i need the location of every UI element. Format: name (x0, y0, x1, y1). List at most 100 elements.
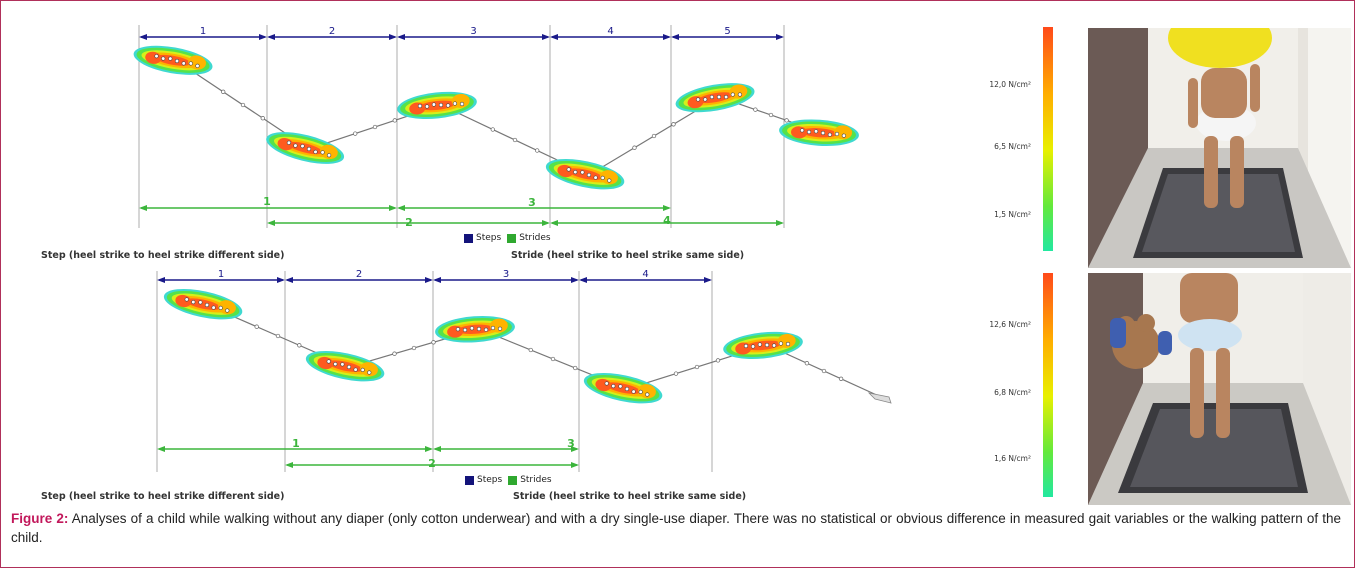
cop-point (333, 361, 338, 367)
strides-swatch (507, 233, 517, 243)
cop-point (459, 101, 465, 107)
stride-arrowhead (550, 220, 558, 226)
footprint-5 (675, 83, 755, 113)
step-label-2: 2 (329, 26, 335, 37)
cop-point (154, 54, 159, 59)
footprint-4 (583, 372, 663, 404)
cop-point (593, 175, 598, 180)
cop-point (198, 300, 203, 305)
step-arrowhead (389, 34, 397, 40)
path-marker (260, 116, 265, 121)
cop-point (438, 102, 444, 108)
step-arrowhead (776, 34, 784, 40)
cop-point (737, 92, 742, 97)
step-label-4: 4 (607, 26, 613, 37)
cop-point (696, 97, 701, 102)
cop-point (604, 381, 609, 386)
gait-panel-bottom: 1 2 3 4 1 2 3 12,6 N/cm² 6,8 N/cm² 1,6 N/cm² S… (19, 269, 1065, 512)
step-arrowhead (139, 34, 147, 40)
cop-point (834, 131, 840, 137)
path-marker (221, 89, 226, 94)
stride-arrowhead (285, 462, 293, 468)
cop-point (586, 172, 592, 178)
footprint-2 (305, 350, 385, 382)
cop-point (645, 392, 650, 397)
stride-label-3: 3 (528, 196, 536, 209)
child-photo-diaper (1088, 273, 1351, 505)
pressure-zone (360, 362, 378, 377)
path-marker (768, 112, 774, 118)
cop-point (452, 101, 458, 106)
cop-point (771, 343, 777, 348)
pressure-zone (834, 125, 853, 140)
stride-arrowhead (397, 205, 405, 211)
path-marker (392, 351, 397, 356)
cop-point (191, 299, 196, 305)
cop-point (367, 370, 372, 375)
path-marker (431, 340, 436, 345)
stride-label-3: 3 (567, 437, 575, 450)
stride-arrowhead (776, 220, 784, 226)
cop-point (785, 341, 791, 347)
footprint-4 (545, 158, 625, 190)
stride-label-1: 1 (292, 437, 300, 450)
cop-point (417, 103, 423, 109)
footprint-3 (397, 91, 477, 120)
legend: Steps Strides (465, 475, 552, 485)
step-arrowhead (571, 277, 579, 283)
cop-point (353, 367, 358, 372)
step-arrowhead (671, 34, 679, 40)
footprint-6 (779, 119, 859, 146)
cop-point (168, 56, 173, 61)
path-marker (297, 343, 302, 348)
pressure-scale-mid: 6,5 N/cm² (994, 142, 1031, 151)
cop-point (211, 305, 216, 310)
path-marker (240, 102, 246, 108)
cop-point (286, 140, 292, 145)
cop-point (455, 327, 461, 332)
stride-label-2: 2 (428, 457, 436, 470)
cop-point (618, 384, 623, 389)
pressure-scale-high: 12,0 N/cm² (989, 80, 1031, 89)
stride-arrowhead (663, 205, 671, 211)
path-marker (632, 145, 637, 150)
step-arrowhead (663, 34, 671, 40)
cop-point (184, 297, 189, 302)
cop-point (631, 389, 636, 394)
cop-point (730, 92, 735, 97)
pressure-zone (319, 144, 338, 160)
step-caption: Step (heel strike to heel strike differe… (41, 491, 285, 502)
stride-arrowhead (267, 220, 275, 226)
step-arrowhead (277, 277, 285, 283)
cop-point (204, 302, 210, 308)
path-marker (411, 345, 417, 351)
cop-point (346, 364, 352, 370)
step-arrowhead (157, 277, 165, 283)
cop-point (306, 146, 312, 152)
step-label-2: 2 (356, 269, 362, 280)
cop-point (778, 341, 784, 346)
step-arrowhead (425, 277, 433, 283)
stride-caption: Stride (heel strike to heel strike same … (513, 491, 747, 502)
path-marker (254, 324, 259, 329)
steps-swatch (465, 475, 474, 485)
cop-point (225, 308, 230, 313)
cop-point (709, 94, 714, 100)
stride-arrowhead (139, 205, 147, 211)
cop-point (462, 327, 468, 333)
step-arrowhead (550, 34, 558, 40)
path-marker (804, 361, 810, 366)
cop-point (611, 383, 616, 389)
stride-arrowhead (433, 446, 441, 452)
footprint-2 (266, 132, 345, 164)
stride-arrowhead (425, 446, 433, 452)
cop-point (293, 143, 298, 148)
pressure-scale-low: 1,6 N/cm² (994, 454, 1031, 463)
cop-point (195, 63, 200, 68)
stride-label-4: 4 (663, 214, 671, 227)
cop-point (490, 325, 496, 331)
legend-steps: Steps (476, 233, 502, 243)
cop-point (174, 58, 180, 64)
stride-label-2: 2 (405, 216, 413, 229)
legend: Steps Strides (464, 233, 551, 243)
